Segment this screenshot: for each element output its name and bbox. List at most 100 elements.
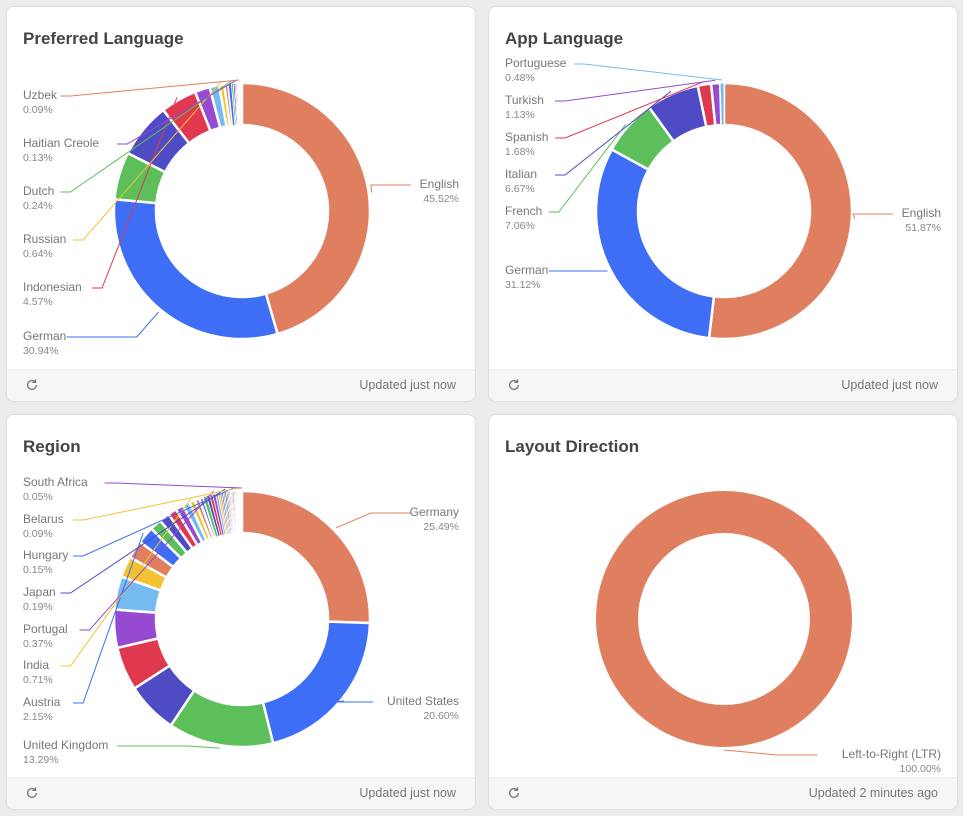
donut-chart (548, 63, 893, 341)
slice-label-name: Turkish (505, 93, 544, 107)
slice[interactable] (112, 197, 280, 341)
updated-status: Updated just now (359, 378, 456, 392)
slice-label-name: India (23, 658, 50, 672)
slice-label-percent: 0.15% (23, 564, 53, 576)
slice-label-name: Portuguese (505, 56, 567, 70)
slice-label-name: Portugal (23, 622, 68, 636)
slice-label: United Kingdom 13.29% (23, 738, 108, 768)
leader-line (60, 79, 233, 193)
slice-label-name: Uzbek (23, 88, 58, 102)
donut-chart (596, 491, 852, 756)
updated-status: Updated 2 minutes ago (808, 786, 938, 800)
slice-label-name: South Africa (23, 475, 88, 489)
donut-chart (60, 482, 411, 749)
card-footer: Updated just now (7, 777, 475, 809)
leader-line (60, 488, 226, 594)
slice-label-percent: 45.52% (423, 193, 459, 205)
slice-label-name: English (419, 177, 459, 191)
slice-label-percent: 13.29% (23, 754, 59, 766)
leader-line (104, 482, 242, 489)
slice-label-percent: 0.13% (23, 152, 53, 164)
chart-card: Preferred Language Updated just now Engli… (6, 6, 476, 402)
card-footer: Updated 2 minutes ago (489, 777, 957, 809)
leader-line (548, 123, 627, 213)
slice-label: Japan 0.19% (23, 585, 56, 615)
slice-label-percent: 100.00% (899, 763, 941, 775)
slice-label-percent: 20.60% (423, 710, 459, 722)
refresh-icon[interactable] (507, 786, 521, 800)
slice-label-name: Germany (409, 505, 459, 519)
slice-label: Belarus 0.09% (23, 512, 64, 542)
leader-line (723, 749, 818, 756)
slice-label-percent: 0.37% (23, 638, 53, 650)
chart-card: Layout Direction Updated 2 minutes ago Le… (488, 414, 958, 810)
slice-label-percent: 0.09% (23, 528, 53, 540)
refresh-icon[interactable] (507, 378, 521, 392)
leader-line (333, 700, 374, 703)
slice-label: Portuguese 0.48% (505, 56, 566, 86)
slice-label: Portugal 0.37% (23, 622, 68, 652)
refresh-icon[interactable] (25, 378, 39, 392)
slice-label: Spanish 1.68% (505, 130, 548, 160)
slice[interactable] (707, 81, 854, 341)
slice-label-percent: 2.15% (23, 711, 53, 723)
leader-line (73, 532, 144, 704)
slice-label-name: Left-to-Right (LTR) (841, 747, 941, 761)
slice-label-name: United States (386, 694, 459, 708)
slice-label: Austria 2.15% (23, 695, 60, 725)
slice-label-percent: 7.06% (505, 220, 535, 232)
slice-label: Italian 6.67% (505, 167, 537, 197)
leader-line (66, 311, 159, 338)
slice-label-name: Austria (23, 695, 61, 709)
leader-line (555, 90, 672, 176)
slice-label: French 7.06% (505, 204, 542, 234)
slice[interactable] (719, 82, 725, 126)
slice-label: Haitian Creole 0.13% (23, 136, 99, 166)
leader-line (73, 81, 222, 241)
slice-label-name: Dutch (23, 184, 55, 198)
card-footer: Updated just now (7, 369, 475, 401)
slice-label: English 51.87% (902, 206, 941, 236)
slice-label-percent: 51.87% (905, 222, 941, 234)
leader-line (555, 79, 716, 102)
slice-label-name: Italian (505, 167, 538, 181)
slice[interactable] (240, 81, 372, 336)
slice-label-percent: 0.64% (23, 248, 53, 260)
slice-label-percent: 0.48% (505, 72, 535, 84)
slice-label: Dutch 0.24% (23, 184, 54, 214)
slice-label-name: German (505, 263, 549, 277)
leader-line (79, 490, 214, 631)
leader-line (73, 487, 234, 557)
leader-line (370, 184, 411, 193)
leader-line (555, 81, 705, 139)
slice-label-name: Japan (23, 585, 56, 599)
slice-label-name: Spanish (505, 130, 549, 144)
slice-label: Left-to-Right (LTR) 100.00% (842, 747, 941, 777)
slice[interactable] (261, 620, 372, 745)
leader-line (117, 745, 220, 749)
slice-label: India 0.71% (23, 658, 53, 688)
slice-label: Indonesian 4.57% (23, 280, 82, 310)
slice[interactable] (240, 489, 372, 625)
slice-label: Uzbek 0.09% (23, 88, 57, 118)
slice-label: United States 20.60% (387, 694, 459, 724)
slice[interactable] (596, 491, 852, 747)
slice-label-percent: 30.94% (23, 345, 59, 357)
slice-label-percent: 0.05% (23, 491, 53, 503)
slice-label-percent: 31.12% (505, 279, 541, 291)
slice[interactable] (594, 147, 716, 340)
leader-line (73, 487, 239, 521)
slice-label: English 45.52% (420, 177, 459, 207)
card-title: Region (23, 437, 81, 456)
chart-card: Region Updated just now Germany 25.49% Unit… (6, 414, 476, 810)
leader-line (574, 63, 723, 81)
slice-label-percent: 0.19% (23, 601, 53, 613)
leader-line (852, 213, 893, 219)
card-title: App Language (505, 29, 624, 48)
slice-label-percent: 0.09% (23, 104, 53, 116)
slice-label: Germany 25.49% (410, 505, 459, 535)
slice-label: Hungary 0.15% (23, 548, 68, 578)
slice-label-percent: 0.71% (23, 674, 53, 686)
leader-line (60, 498, 192, 667)
refresh-icon[interactable] (25, 786, 39, 800)
